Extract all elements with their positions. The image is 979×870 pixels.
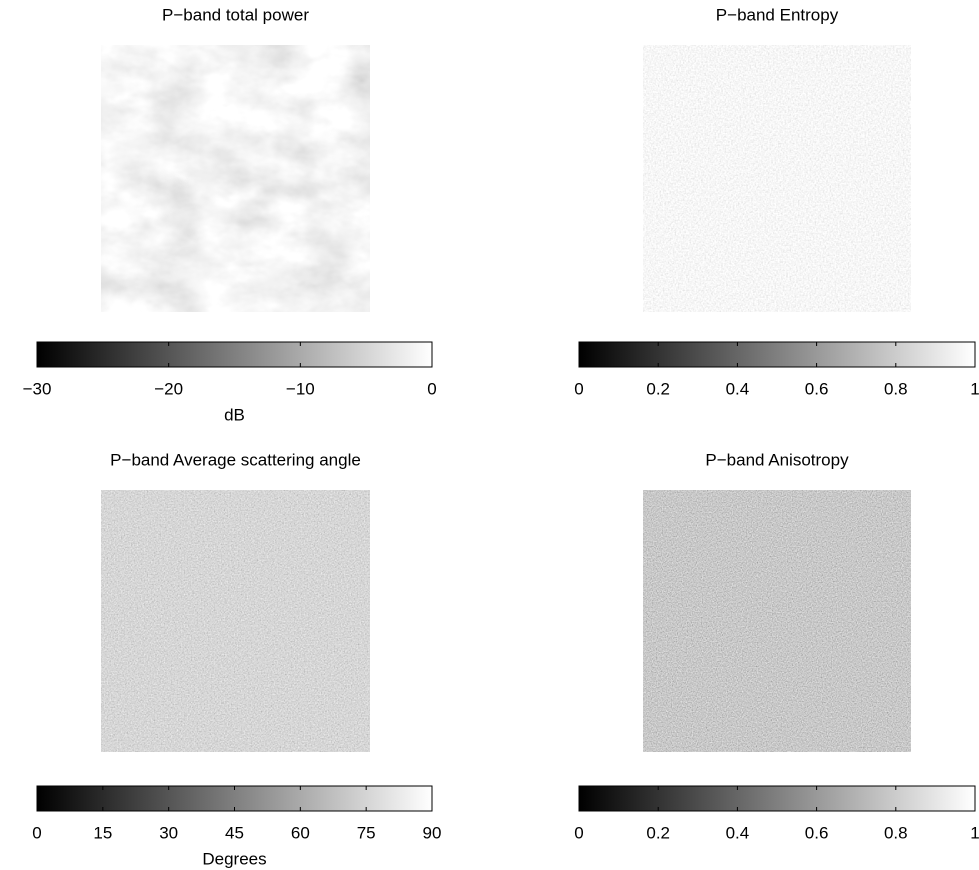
- panel-title: P−band Entropy: [716, 5, 839, 24]
- colorbar: [578, 785, 976, 812]
- tick-label: 0.8: [884, 379, 908, 398]
- tick-label: 15: [93, 823, 112, 842]
- colorbar: [36, 785, 433, 812]
- tick-label: 1: [970, 379, 979, 398]
- colorbar: [578, 341, 976, 368]
- tick-label: 0.4: [726, 379, 750, 398]
- tick-label: 0.2: [646, 823, 670, 842]
- tick-label: 75: [357, 823, 376, 842]
- image: [643, 490, 911, 752]
- tick-label: 0: [574, 823, 583, 842]
- tick-label: 0.2: [646, 379, 670, 398]
- tick-label: 45: [225, 823, 244, 842]
- colorbar-label: Degrees: [202, 849, 266, 868]
- colorbar-label: dB: [224, 405, 245, 424]
- tick-label: 0.6: [805, 823, 829, 842]
- panel-title: P−band total power: [162, 5, 309, 24]
- tick-label: −10: [286, 379, 315, 398]
- tick-label: 0.8: [884, 823, 908, 842]
- tick-label: −30: [23, 379, 52, 398]
- tick-label: 0: [427, 379, 436, 398]
- tick-label: 0.6: [805, 379, 829, 398]
- tick-label: 0: [574, 379, 583, 398]
- image: [101, 490, 370, 752]
- tick-label: 1: [970, 823, 979, 842]
- panel-title: P−band Anisotropy: [705, 450, 849, 469]
- tick-label: 0.4: [726, 823, 750, 842]
- panel-title: P−band Average scattering angle: [110, 450, 361, 469]
- tick-label: 30: [159, 823, 178, 842]
- tick-label: 90: [423, 823, 442, 842]
- image: [643, 45, 911, 312]
- colorbar: [36, 341, 433, 368]
- tick-label: −20: [154, 379, 183, 398]
- tick-label: 60: [291, 823, 310, 842]
- image: [101, 45, 370, 312]
- tick-label: 0: [32, 823, 41, 842]
